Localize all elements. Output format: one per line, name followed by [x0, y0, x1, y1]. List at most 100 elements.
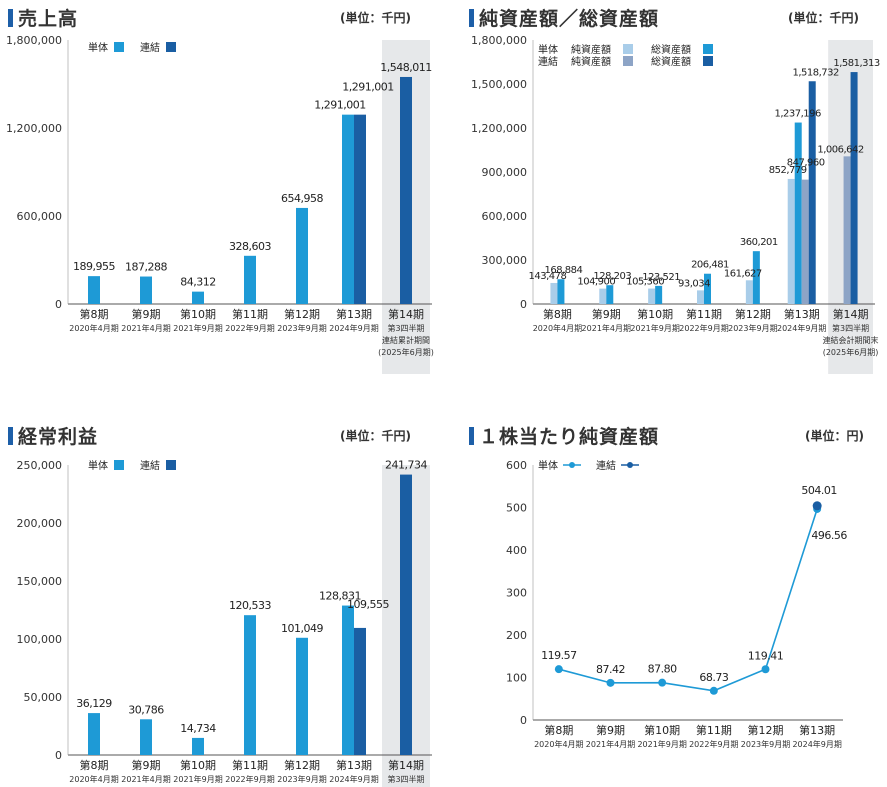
data-label: 1,518,732 [793, 67, 840, 78]
data-label: 187,288 [125, 261, 167, 274]
data-label: 87.80 [648, 663, 677, 676]
x-tick-label: 第12期 [748, 723, 784, 737]
point-single [709, 686, 718, 695]
bar-series-1 [354, 627, 366, 755]
x-tick-sublabel: 第3四半期 [832, 323, 869, 333]
y-tick-label: 100,000 [17, 633, 63, 646]
ordinary-profit-chart: 0 50,000 100,000 150,000 200,000 250,000 36,12… [17, 459, 432, 787]
legend-label: 単体 [88, 459, 108, 472]
x-tick-label: 第14期 [388, 758, 424, 772]
data-label: 109,555 [347, 598, 389, 611]
y-tick-label: 0 [55, 749, 62, 762]
x-tick-label: 第9期 [596, 723, 625, 737]
data-label: 168,884 [544, 265, 582, 276]
y-tick-label: 1,200,000 [6, 122, 62, 135]
data-label: 1,237,196 [775, 109, 822, 120]
data-label: 36,129 [76, 697, 112, 710]
data-label: 30,786 [128, 703, 164, 716]
legend-swatch [166, 42, 176, 52]
legend-swatch [166, 460, 176, 470]
x-tick-sublabel: 2024年9月期 [329, 774, 378, 784]
x-tick-label: 第9期 [592, 307, 621, 321]
x-tick-sublabel: 2023年9月期 [728, 323, 777, 333]
bar-series-1 [354, 114, 366, 304]
assets-unit: (単位：千円) [788, 11, 859, 25]
bar-single [745, 280, 753, 304]
x-tick-label: 第11期 [232, 758, 268, 772]
x-tick-sublabel: 連結累計期間 [382, 335, 430, 345]
data-label: 1,291,001 [314, 99, 365, 112]
ordinary-profit-panel: 経常利益 (単位：千円) 0 50,000 100,000 150,000 200,00… [0, 418, 440, 787]
x-tick-label: 第11期 [686, 307, 722, 321]
x-tick-sublabel: 2024年9月期 [777, 323, 826, 333]
x-tick-sublabel: 2022年9月期 [225, 774, 274, 784]
point-single [554, 665, 563, 674]
bar-single [140, 719, 152, 755]
x-tick-label: 第8期 [544, 723, 573, 737]
point-single [761, 665, 770, 674]
x-tick-sublabel: 2021年9月期 [173, 323, 222, 333]
legend-swatch [703, 56, 713, 66]
legend-label: 総資産額 [651, 43, 691, 56]
x-tick-label: 第12期 [735, 307, 771, 321]
legend-label: 単体 [88, 41, 108, 54]
x-tick-sublabel: 第3四半期 [387, 774, 424, 784]
data-label: 68.73 [699, 671, 728, 684]
y-tick-label: 250,000 [17, 459, 63, 472]
x-tick-label: 第8期 [80, 307, 109, 321]
bar-single [244, 615, 256, 755]
x-tick-label: 第13期 [336, 758, 372, 772]
x-tick-label: 第11期 [232, 307, 268, 321]
y-tick-label: 0 [520, 714, 527, 727]
y-tick-label: 900,000 [482, 166, 528, 179]
bar-single [550, 282, 558, 304]
legend-row-label: 連結 [538, 55, 558, 68]
data-label: 120,533 [229, 599, 271, 612]
bar-series-3 [808, 81, 816, 304]
data-label: 1,548,011 [380, 61, 431, 74]
ordinary-profit-title: 経常利益 [8, 422, 98, 449]
y-tick-label: 300,000 [482, 254, 528, 267]
y-tick-label: 100 [506, 672, 527, 685]
x-tick-sublabel: 連結会計期間末 [823, 335, 879, 345]
bar-series-1 [400, 474, 412, 755]
legend-marker [627, 462, 633, 468]
bar-single [192, 737, 204, 755]
data-label: 119.41 [748, 649, 784, 662]
bar-single [342, 114, 354, 304]
bar-single [342, 605, 354, 755]
legend-label: 連結 [140, 41, 160, 54]
data-label: 1,581,313 [833, 58, 880, 69]
line-single [558, 508, 818, 692]
bar-single [296, 637, 308, 755]
data-label: 654,958 [281, 192, 323, 205]
assets-chart: 0 300,000 600,000 900,000 1,200,000 1,500,000… [471, 34, 880, 374]
x-tick-label: 第10期 [637, 307, 673, 321]
y-tick-label: 300 [506, 587, 527, 600]
legend-swatch [703, 44, 713, 54]
data-label: 1,291,001 [342, 81, 393, 94]
y-tick-label: 400 [506, 544, 527, 557]
data-label: 123,521 [642, 272, 680, 283]
bps-unit: (単位：円) [805, 429, 864, 443]
y-tick-label: 600,000 [482, 210, 528, 223]
x-tick-sublabel: (2025年6月期) [378, 347, 434, 357]
x-tick-sublabel: 2024年9月期 [329, 323, 378, 333]
bar-series-3 [850, 72, 858, 304]
y-tick-label: 50,000 [24, 691, 63, 704]
bps-panel: １株当たり純資産額 (単位：円) 0 100 200 300 400 500 600 119.… [443, 418, 887, 787]
data-label: 161,627 [724, 268, 762, 279]
bps-chart: 0 100 200 300 400 500 600 119.57 87.42 87.80 68.73… [506, 459, 848, 749]
ordinary-profit-unit: (単位：千円) [340, 429, 411, 443]
legend-swatch [114, 460, 124, 470]
point-single [606, 678, 615, 687]
data-label: 143,478 [528, 271, 566, 282]
bar-series-1 [655, 285, 663, 304]
data-label: 105,360 [626, 277, 664, 288]
x-tick-label: 第13期 [336, 307, 372, 321]
x-tick-sublabel: 2023年9月期 [277, 323, 326, 333]
legend-swatch [114, 42, 124, 52]
sales-chart: 0 600,000 1,200,000 1,800,000 189,955 187,288… [6, 34, 434, 374]
x-tick-label: 第10期 [180, 307, 216, 321]
data-label: 119.57 [541, 649, 577, 662]
